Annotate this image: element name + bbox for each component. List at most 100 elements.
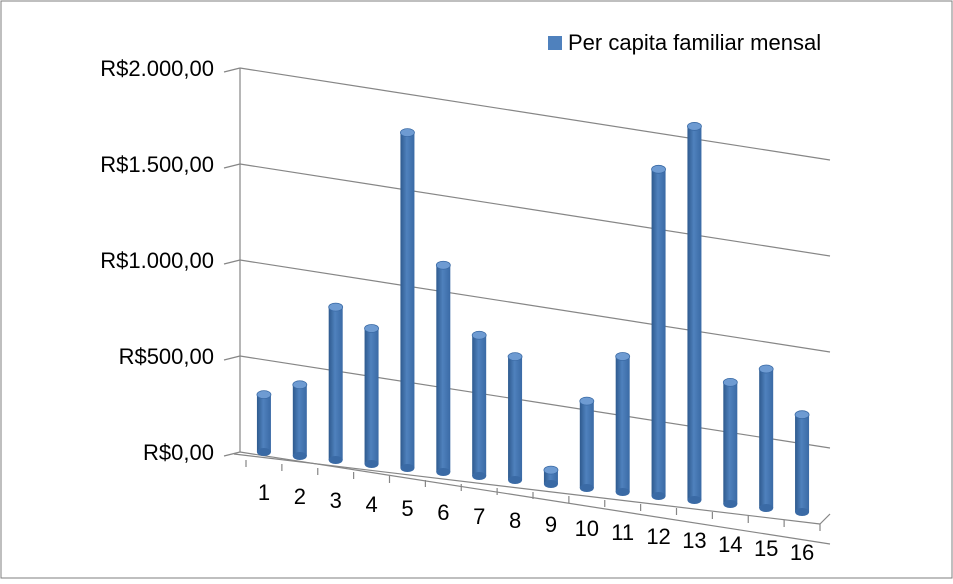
bar-cap xyxy=(471,330,487,340)
bar-body xyxy=(400,132,415,469)
x-tick-label: 14 xyxy=(718,532,742,557)
x-tick-label: 15 xyxy=(754,536,778,561)
bar-body xyxy=(687,126,702,500)
bar-base xyxy=(651,492,666,500)
y-tick-label: R$500,00 xyxy=(119,344,214,369)
x-tick-label: 16 xyxy=(790,540,814,565)
bar-base xyxy=(364,460,379,468)
bar xyxy=(651,164,666,500)
y-tick-mark xyxy=(223,451,241,457)
y-tick-mark xyxy=(223,259,241,265)
bar-base xyxy=(508,476,523,484)
gridline xyxy=(239,451,831,545)
y-tick-mark xyxy=(223,163,241,169)
x-tick-label: 2 xyxy=(294,484,306,509)
x-tick-label: 3 xyxy=(330,488,342,513)
x-tick-label: 4 xyxy=(365,492,377,517)
bar-body xyxy=(436,265,451,472)
y-tick-mark xyxy=(223,355,241,361)
legend-swatch xyxy=(548,36,562,50)
bar xyxy=(579,396,595,492)
bar-base xyxy=(400,464,415,472)
bar-cap xyxy=(435,260,451,270)
bars xyxy=(256,122,810,516)
bar xyxy=(256,390,272,456)
bar-cap xyxy=(256,390,272,400)
bar-body xyxy=(256,394,271,452)
bar-body xyxy=(759,368,774,508)
bar-cap xyxy=(579,396,595,406)
bar-cap xyxy=(292,380,308,390)
bar-cap xyxy=(615,352,631,361)
y-tick-label: R$1.000,00 xyxy=(100,248,214,273)
floor-side-edge xyxy=(819,513,831,525)
bar xyxy=(758,364,774,512)
bar-cap xyxy=(364,324,379,333)
x-axis-line xyxy=(233,453,821,525)
axes xyxy=(223,67,831,531)
bar-cap xyxy=(328,302,344,312)
x-tick-label: 7 xyxy=(473,504,485,529)
gridline xyxy=(239,163,831,257)
bar-base xyxy=(795,508,810,516)
bar-body xyxy=(579,401,594,488)
bar-body xyxy=(292,384,307,456)
x-tick-label: 6 xyxy=(437,500,449,525)
bar-base xyxy=(687,496,702,504)
bar-base xyxy=(543,480,558,488)
gridline xyxy=(239,259,831,353)
bar xyxy=(615,352,631,496)
x-tick-label: 11 xyxy=(611,520,634,545)
bar-cap xyxy=(543,465,559,475)
bar-cap xyxy=(400,128,415,138)
bar-base xyxy=(759,504,774,512)
bar xyxy=(722,377,738,508)
x-tick-label: 8 xyxy=(509,508,521,533)
bar-base xyxy=(328,456,343,464)
x-tick-label: 9 xyxy=(545,512,557,537)
bar-base xyxy=(615,488,630,496)
y-tick-labels: R$0,00 R$500,00 R$1.000,00 R$1.500,00 R$2.00… xyxy=(100,56,214,465)
bar xyxy=(687,122,702,504)
x-tick-label: 13 xyxy=(682,528,706,553)
bar xyxy=(435,260,451,476)
bar-cap xyxy=(687,122,702,131)
bar-body xyxy=(795,414,810,512)
bar-base xyxy=(256,448,271,456)
bar-cap xyxy=(651,164,666,174)
y-tick-label: R$1.500,00 xyxy=(100,152,214,177)
bar-body xyxy=(723,382,738,504)
legend-label: Per capita familiar mensal xyxy=(568,30,821,55)
bar-cap xyxy=(722,377,738,387)
bar xyxy=(507,352,523,484)
bar xyxy=(292,380,308,460)
x-tick-labels: 1 2 3 4 5 6 7 8 9 10 11 12 13 14 15 16 xyxy=(258,480,814,565)
bar-cap xyxy=(794,410,810,420)
bar xyxy=(471,330,487,480)
bar-base xyxy=(436,468,451,476)
gridline xyxy=(239,67,831,161)
bar-body xyxy=(472,335,487,476)
bar-body xyxy=(364,328,379,464)
bar-cap xyxy=(507,352,523,362)
bar-body xyxy=(508,356,523,480)
bar-body xyxy=(651,169,666,496)
y-tick-label: R$2.000,00 xyxy=(100,56,214,81)
bar-body xyxy=(615,356,630,492)
x-tick-label: 5 xyxy=(401,496,413,521)
bar-base xyxy=(472,472,487,480)
bar-base xyxy=(579,484,594,492)
bar-cap xyxy=(758,364,774,374)
x-tick-label: 10 xyxy=(575,516,599,541)
y-tick-label: R$0,00 xyxy=(143,440,214,465)
bar xyxy=(400,128,415,472)
y-tick-mark xyxy=(223,67,241,73)
x-tick-label: 12 xyxy=(646,524,670,549)
bar xyxy=(543,465,559,488)
bar xyxy=(364,324,379,468)
bar-body xyxy=(328,307,343,460)
bar xyxy=(794,410,810,516)
